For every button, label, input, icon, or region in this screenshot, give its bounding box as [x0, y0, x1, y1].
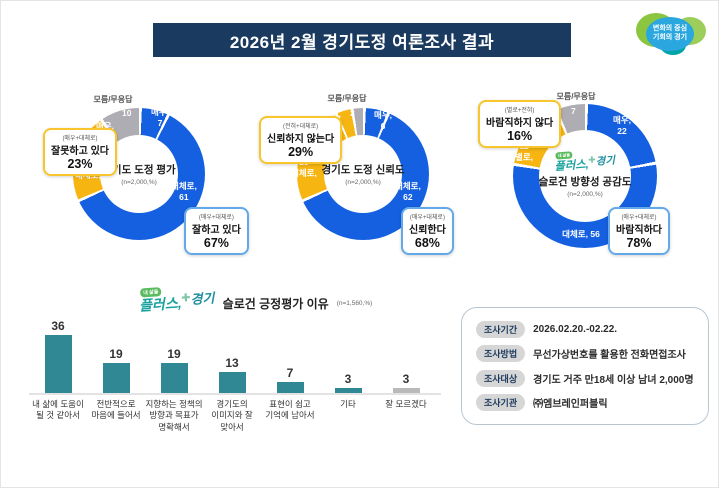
bar-column: 19 [87, 347, 145, 393]
bar-chart-category-labels: 내 삶에 도움이 될 것 같아서 전반적으로 마음에 들어서 지향하는 정책의 방향… [29, 399, 441, 433]
survey-info-label-pill: 조사기간 [476, 321, 526, 338]
plus-gyeonggi-logo: 내 삶을 플러스,✚경기 [138, 287, 215, 315]
survey-info-value: 경기도 거주 만18세 이상 남녀 2,000명 [533, 374, 694, 386]
bar-chart-header: 내 삶을 플러스,✚경기 슬로건 긍정평가 이유 (n=1,560,%) [138, 287, 373, 315]
bar-value: 19 [167, 346, 181, 361]
gyeonggi-province-logo: 변화의 중심 기회의 경기 [634, 9, 710, 61]
bar-value: 13 [225, 356, 239, 371]
bar [334, 388, 362, 393]
bar [218, 372, 246, 393]
survey-info-value: 무선가상번호를 활용한 전화면접조사 [533, 350, 686, 362]
bar [160, 362, 188, 393]
plus-logo-badge: 내 삶을 [139, 287, 162, 298]
donut3-negative-callout: (별로+전혀) 바람직하지 않다 16% [478, 100, 562, 148]
donut3-segment-very-desirable: 매우, 22 [613, 115, 632, 136]
bar-column: 7 [261, 366, 319, 393]
bar-category-label: 표현이 쉽고 기억에 남아서 [265, 399, 315, 421]
donut1-sample-size: (n=2,000,%) [121, 179, 157, 186]
survey-info-value: ㈜엠브레인퍼블릭 [533, 398, 608, 410]
bar [276, 381, 304, 393]
donut3-sample-size: (n=2,000,%) [567, 191, 603, 198]
bar [102, 362, 130, 393]
bar-chart-sample-size: (n=1,560,%) [336, 299, 373, 307]
bar-value: 3 [344, 372, 352, 387]
donut2-negative-callout: (전혀+대체로) 신뢰하지 않는다 29% [259, 116, 343, 164]
donut1-positive-callout: (매우+대체로) 잘하고 있다 67% [184, 207, 249, 255]
survey-info-label-pill: 조사방법 [476, 345, 526, 363]
donut2-segment-very-trust: 매우, 6 [374, 110, 393, 131]
bar-value: 3 [402, 372, 410, 387]
donut1-dontknow-label: 모름/무응답 [93, 95, 133, 104]
bar-category-label: 내 삶에 도움이 될 것 같아서 [32, 399, 84, 421]
bar-column: 3 [319, 372, 377, 393]
bar-value: 7 [286, 365, 294, 380]
survey-info-value: 2026.02.20.-02.22. [533, 324, 618, 335]
donut2-segment-dontknow-value: 3 [350, 108, 355, 118]
donut3-segment-dontknow-value: 7 [571, 106, 576, 116]
bar-chart-title: 슬로건 긍정평가 이유 [222, 296, 329, 311]
survey-info-label-pill: 조사기관 [476, 393, 526, 411]
logo-slogan-line1: 변화의 중심 [652, 25, 688, 33]
donut3-title: 슬로건 방향성 공감도 [538, 176, 632, 188]
bar-category-label: 기타 [340, 399, 356, 409]
bar-category-label: 지향하는 정책의 방향과 목표가 명확해서 [145, 399, 203, 432]
survey-info-label-pill: 조사대상 [476, 369, 526, 387]
donut1-title: 경기도 도정 평가 [102, 164, 176, 176]
survey-info-box: 조사기간 2026.02.20.-02.22. 조사방법 무선가상번호를 활용한 전화… [461, 307, 709, 425]
donut3-segment-somewhat-desirable: 대체로, 56 [562, 229, 600, 239]
bar-category-label: 전반적으로 마음에 들어서 [91, 399, 141, 421]
bar-chart-bars: 36 19 19 13 7 3 3 [29, 317, 441, 395]
bar [44, 335, 72, 393]
bar [392, 388, 420, 393]
bar-value: 19 [109, 346, 123, 361]
plus-icon: ✚ [180, 292, 191, 305]
bar-column: 13 [203, 356, 261, 393]
donut1-negative-callout: (매우+대체로) 잘못하고 있다 23% [43, 128, 117, 176]
donut2-sample-size: (n=2,000,%) [345, 179, 381, 186]
page-title: 2026년 2월 경기도정 여론조사 결과 [153, 23, 571, 57]
donut3-positive-callout: (매우+대체로) 바람직하다 78% [608, 207, 670, 255]
logo-slogan-line2: 기회의 경기 [652, 34, 688, 41]
donut2-dontknow-label: 모름/무응답 [327, 94, 367, 103]
bar-column: 36 [29, 319, 87, 393]
bar-value: 36 [51, 319, 65, 334]
donut2-title: 경기도 도정 신뢰도 [321, 164, 405, 176]
survey-info-row: 조사대상 경기도 거주 만18세 이상 남녀 2,000명 [476, 369, 694, 387]
bar-category-label: 잘 모르겠다 [385, 399, 427, 409]
survey-info-row: 조사기간 2026.02.20.-02.22. [476, 321, 694, 338]
bar-column: 19 [145, 347, 203, 393]
plus-gyeonggi-logo: 내 삶을 플러스,✚경기 [554, 151, 616, 173]
logo-circle-blue: 변화의 중심 기회의 경기 [646, 17, 694, 51]
survey-info-row: 조사기관 ㈜엠브레인퍼블릭 [476, 393, 694, 411]
donut3-dontknow-label: 모름/무응답 [556, 92, 596, 101]
donut1-segment-dontknow-value: 10 [122, 108, 132, 118]
donut2-positive-callout: (매우+대체로) 신뢰한다 68% [401, 207, 454, 255]
bar-column: 3 [377, 372, 435, 393]
survey-info-row: 조사방법 무선가상번호를 활용한 전화면접조사 [476, 345, 694, 363]
donut2-segment-somewhat-trust: 대체로, 62 [395, 181, 421, 202]
donut1-segment-somewhat-positive: 대체로, 61 [171, 181, 197, 202]
bar-category-label: 경기도의 이미지와 잘 맞아서 [211, 399, 253, 432]
donut1-segment-very-positive: 매우, 7 [151, 107, 170, 128]
plus-logo-badge: 내 삶을 [555, 151, 573, 160]
